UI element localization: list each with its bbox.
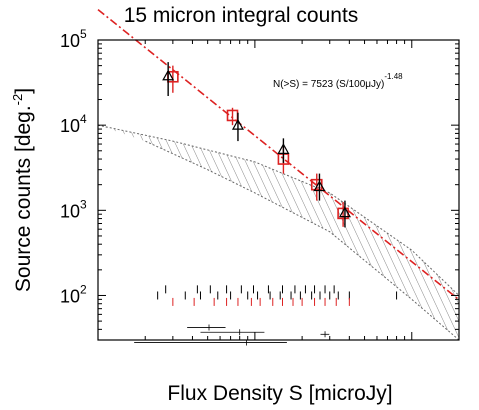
plot-frame (97, 39, 460, 341)
x-axis (97, 40, 460, 340)
chart-title: 15 micron integral counts (124, 4, 359, 27)
model-band-upper (97, 124, 460, 296)
fit-formula-suffix: Jy) (371, 79, 384, 90)
fit-formula-exponent: -1.48 (384, 72, 403, 81)
y-tick-base: 10 (60, 31, 80, 51)
y-tick-label: 105 (60, 27, 87, 51)
y-tick-base: 10 (60, 286, 80, 306)
fit-formula-prefix: N(>S) = 7523 (S/100 (273, 79, 366, 90)
triangle-point (231, 118, 244, 130)
model-band (97, 124, 460, 341)
field-annotations (134, 285, 398, 346)
y-tick-exponent: 2 (80, 282, 87, 296)
y-tick-label: 104 (60, 112, 87, 136)
y-tick-exponent: 4 (80, 112, 87, 126)
y-tick-label: 102 (60, 282, 87, 306)
y-axis-label-end: ] (12, 88, 35, 94)
fit-formula-mu: μ (365, 79, 371, 90)
fit-formula-label: N(>S) = 7523 (S/100μJy)-1.48 (273, 72, 403, 90)
y-tick-base: 10 (60, 201, 80, 221)
y-tick-label: 103 (60, 197, 87, 221)
y-axis-label: Source counts [deg.-2] (10, 88, 35, 292)
y-axis-label-sup: -2 (10, 94, 25, 106)
y-tick-base: 10 (60, 116, 80, 136)
triangle-point (277, 143, 290, 154)
triangle-point (313, 180, 326, 192)
y-tick-exponent: 3 (80, 197, 87, 211)
y-axis-label-main: Source counts [deg. (12, 105, 35, 292)
triangle-point (338, 206, 351, 218)
model-band-lower (145, 140, 460, 341)
x-axis-label: Flux Density S [microJy] (167, 382, 392, 405)
y-tick-exponent: 5 (80, 27, 87, 41)
triangle-point (162, 69, 175, 81)
data-points-group (162, 62, 351, 228)
